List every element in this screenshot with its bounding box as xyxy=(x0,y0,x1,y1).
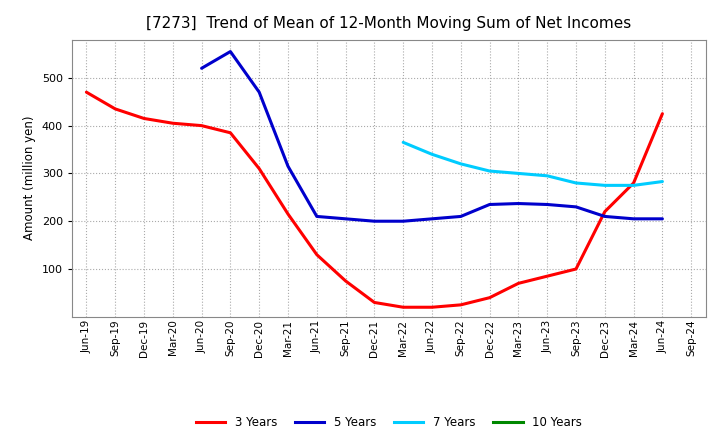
Y-axis label: Amount (million yen): Amount (million yen) xyxy=(23,116,36,240)
Legend: 3 Years, 5 Years, 7 Years, 10 Years: 3 Years, 5 Years, 7 Years, 10 Years xyxy=(191,411,587,434)
Title: [7273]  Trend of Mean of 12-Month Moving Sum of Net Incomes: [7273] Trend of Mean of 12-Month Moving … xyxy=(146,16,631,32)
